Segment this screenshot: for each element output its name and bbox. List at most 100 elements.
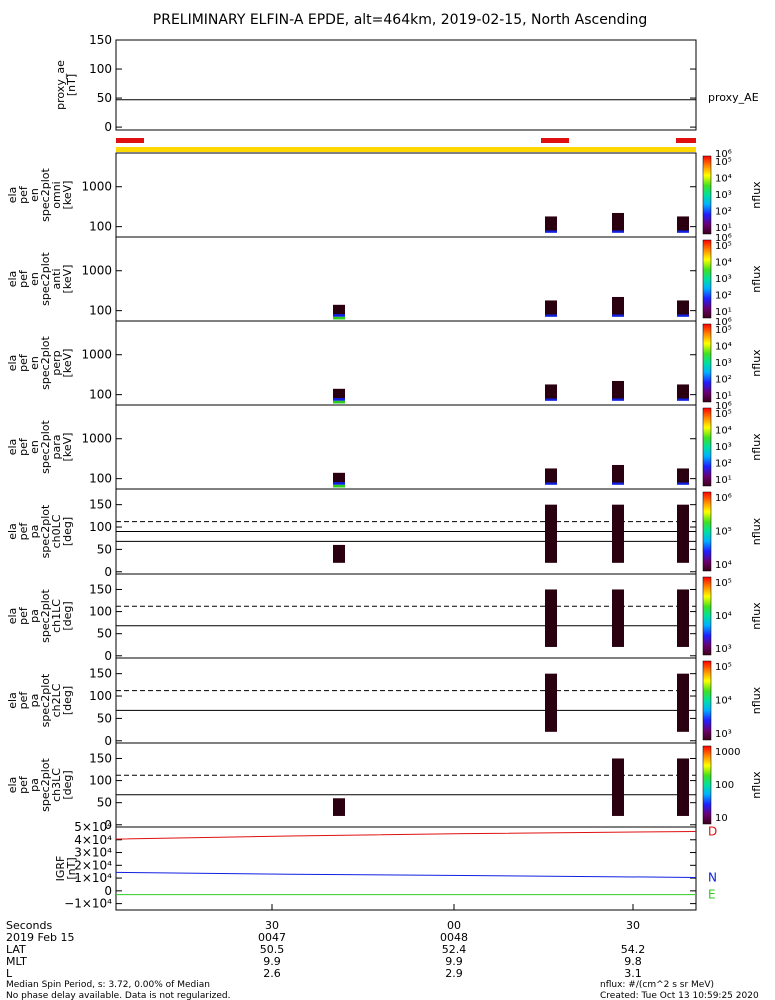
y-axis-label: spec2plot (39, 336, 52, 390)
colorbar-label: nflux (750, 517, 763, 545)
colorbar-label: nflux (750, 602, 763, 630)
y-axis-label: [keV] (61, 265, 74, 294)
colorbar-tick-label: 10⁴ (715, 174, 732, 185)
colorbar-tick-label: 10 (715, 813, 728, 824)
y-axis-label: en (28, 356, 41, 370)
y-axis-label: ela (6, 271, 19, 288)
ephemeris-value: 30 (265, 919, 279, 932)
panel-frame (115, 657, 697, 744)
y-tick-label: 100 (89, 689, 112, 703)
series-legend-N: N (708, 870, 717, 884)
ephemeris-value: 30 (626, 919, 640, 932)
y-tick-label: 50 (97, 542, 112, 556)
ephemeris-value: 9.8 (624, 955, 642, 968)
y-axis-label: [keV] (61, 181, 74, 210)
data-block (677, 673, 689, 732)
panel-proxy_ae: 0 50 100 150 proxy_ae[nT] (54, 33, 697, 134)
colorbar (702, 576, 712, 656)
y-axis-label: [nT] (65, 857, 78, 879)
colorbar-label: nflux (750, 433, 763, 461)
y-axis-label: ch3LC (50, 768, 63, 802)
ephemeris-red-bar-1 (541, 138, 569, 143)
ephemeris-row-label: L (6, 967, 13, 980)
data-block (677, 758, 689, 816)
ephemeris-value: 00 (447, 919, 461, 932)
ephemeris-value: 2.9 (445, 967, 463, 980)
ephemeris-value: 50.5 (260, 943, 285, 956)
y-axis-label: [deg] (61, 686, 74, 715)
colorbar-tick-label: 10⁴ (715, 560, 732, 571)
y-axis-label: pef (17, 437, 30, 456)
data-block (333, 314, 345, 317)
ephemeris-value: 0047 (258, 931, 286, 944)
y-tick-label: 1000 (81, 348, 112, 362)
data-block (545, 384, 557, 399)
colorbar-top-label: 10⁶ (715, 401, 732, 412)
panel-frame (115, 39, 697, 131)
data-block (677, 300, 689, 315)
y-axis-label: pef (17, 606, 30, 625)
colorbar-label: nflux (750, 771, 763, 799)
data-block (545, 589, 557, 647)
y-tick-label: 1000 (81, 180, 112, 194)
y-axis-label: proxy_ae (54, 60, 67, 110)
y-tick-label: 100 (89, 774, 112, 788)
data-block (612, 314, 624, 317)
y-axis-label: spec2plot (39, 758, 52, 812)
y-axis-label: pef (17, 269, 30, 288)
colorbar-tick-label: 10¹ (715, 223, 732, 234)
colorbar-tick-label: 10³ (715, 358, 732, 369)
y-axis-label: en (28, 272, 41, 286)
data-block (612, 504, 624, 563)
data-block (612, 398, 624, 401)
colorbar (702, 491, 712, 572)
series-legend-E: E (708, 888, 716, 902)
proxy-ae-legend: proxy_AE (708, 91, 759, 104)
data-block (677, 384, 689, 399)
data-block (333, 398, 345, 401)
y-tick-label: 100 (89, 520, 112, 534)
ephemeris-value: 54.2 (621, 943, 646, 956)
y-axis-label: spec2plot (39, 504, 52, 558)
y-axis-label: spec2plot (39, 420, 52, 474)
colorbar-tick-label: 10¹ (715, 475, 732, 486)
y-axis-label: [deg] (61, 601, 74, 630)
data-block (333, 316, 345, 320)
data-block (612, 758, 624, 816)
colorbar-tick-label: 10⁴ (715, 342, 732, 353)
panel-frame (115, 404, 697, 490)
data-block (333, 472, 345, 483)
data-block (612, 380, 624, 399)
ephemeris-red-bar-2 (676, 138, 696, 143)
colorbar-tick-label: 10² (715, 375, 732, 386)
y-axis-label: ela (6, 608, 19, 625)
y-axis-label: pef (17, 775, 30, 794)
ephemeris-value: 3.1 (624, 967, 642, 980)
data-block (677, 398, 689, 401)
colorbar-tick-label: 10³ (715, 729, 732, 740)
footer-spin-period: Median Spin Period, s: 3.72, 0.00% of Me… (6, 980, 210, 990)
data-block (333, 400, 345, 404)
ephemeris-row-label: LAT (6, 943, 26, 956)
y-tick-label: 100 (89, 472, 112, 486)
data-block (333, 304, 345, 315)
y-axis-label: pa (28, 694, 41, 708)
y-axis-label: spec2plot (39, 168, 52, 222)
y-tick-label: 2×10⁴ (74, 858, 112, 872)
colorbar-tick-label: 10⁵ (715, 157, 732, 168)
colorbar-tick-label: 10² (715, 291, 732, 302)
y-axis-label: [deg] (61, 770, 74, 799)
colorbar-label: nflux (750, 265, 763, 293)
data-block (545, 230, 557, 233)
data-block (333, 388, 345, 399)
panel-frame (115, 320, 697, 406)
y-axis-label: ela (6, 523, 19, 540)
ephemeris-value: 9.9 (445, 955, 463, 968)
series-line-D (115, 830, 697, 840)
colorbar (702, 239, 712, 319)
y-tick-label: 0 (104, 120, 112, 134)
